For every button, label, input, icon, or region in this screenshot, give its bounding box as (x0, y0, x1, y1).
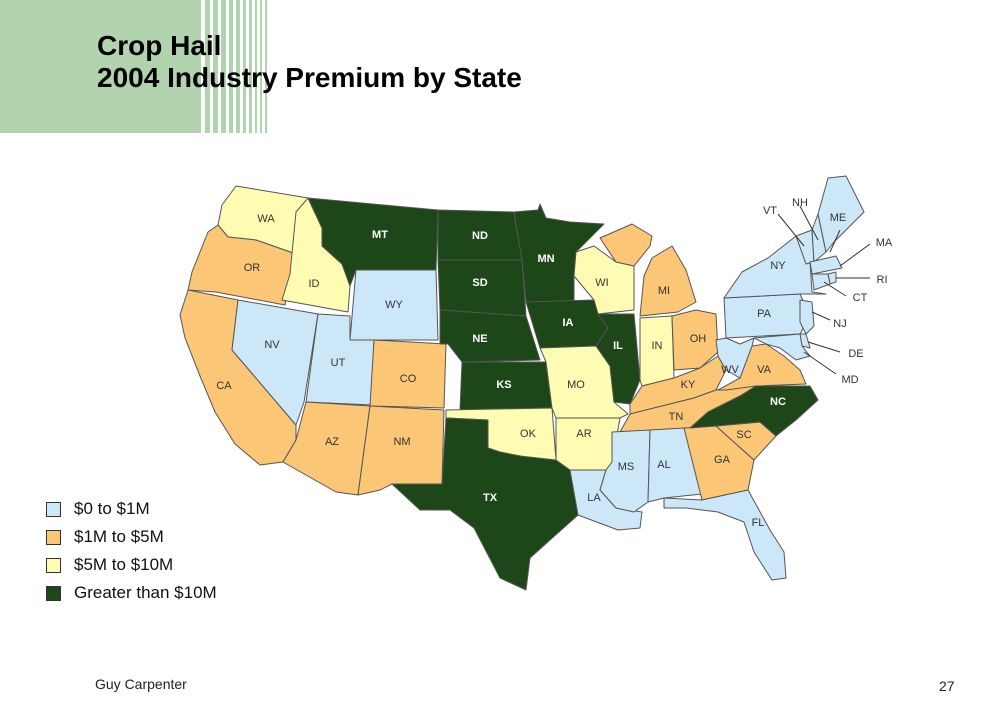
label-MI: MI (658, 285, 670, 297)
label-MS: MS (618, 461, 635, 473)
label-OK: OK (520, 428, 537, 440)
state-WV (715, 337, 755, 379)
label-MA: MA (876, 237, 893, 249)
state-MD (753, 333, 811, 361)
legend-item: $1M to $5M (46, 523, 217, 551)
state-FL (663, 489, 787, 581)
label-NY: NY (770, 260, 786, 272)
legend-item: $0 to $1M (46, 495, 217, 523)
state-NJ (799, 299, 815, 335)
state-MN (513, 203, 605, 303)
label-SD: SD (472, 277, 487, 289)
label-SC: SC (736, 429, 751, 441)
label-MT: MT (372, 229, 388, 241)
label-TX: TX (483, 492, 498, 504)
title-line-2: 2004 Industry Premium by State (97, 62, 522, 93)
label-GA: GA (714, 454, 731, 466)
label-CA: CA (216, 380, 232, 392)
page-title: Crop Hail 2004 Industry Premium by State (97, 30, 522, 94)
label-AZ: AZ (325, 436, 339, 448)
label-VA: VA (757, 364, 772, 376)
label-KY: KY (681, 379, 696, 391)
label-WY: WY (385, 299, 403, 311)
state-CT (811, 273, 831, 291)
label-IA: IA (563, 317, 574, 329)
map-legend: $0 to $1M $1M to $5M $5M to $10M Greater… (46, 495, 217, 607)
label-WA: WA (257, 213, 275, 225)
state-IL (595, 313, 641, 405)
legend-label: Greater than $10M (74, 583, 217, 602)
state-WY (349, 269, 439, 341)
legend-item: $5M to $10M (46, 551, 217, 579)
label-RI: RI (877, 274, 888, 286)
label-LA: LA (587, 492, 601, 504)
label-MD: MD (841, 374, 858, 386)
label-NE: NE (472, 333, 487, 345)
state-MA (809, 255, 843, 275)
legend-label: $0 to $1M (74, 499, 150, 518)
state-MT (307, 197, 439, 287)
callout-lines (777, 205, 871, 375)
label-WV: WV (721, 364, 739, 376)
label-CT: CT (853, 292, 868, 304)
label-KS: KS (496, 379, 511, 391)
label-MO: MO (567, 379, 585, 391)
label-IN: IN (652, 340, 663, 352)
label-ND: ND (472, 230, 488, 242)
legend-swatch-0-1m (46, 501, 61, 517)
title-line-1: Crop Hail (97, 30, 222, 61)
label-OR: OR (244, 262, 261, 274)
state-NE (439, 309, 541, 363)
label-NV: NV (264, 339, 280, 351)
state-CO (369, 339, 447, 409)
legend-label: $5M to $10M (74, 555, 174, 574)
footer-source: Guy Carpenter (95, 676, 187, 692)
label-ID: ID (309, 278, 320, 290)
label-VT: VT (763, 205, 777, 217)
label-WI: WI (595, 277, 608, 289)
state-NM (357, 405, 445, 496)
label-DE: DE (848, 348, 863, 360)
legend-swatch-1m-5m (46, 529, 61, 545)
state-KY (629, 355, 727, 415)
label-UT: UT (331, 357, 346, 369)
label-CO: CO (400, 373, 417, 385)
page-number: 27 (939, 678, 955, 694)
label-AR: AR (576, 428, 591, 440)
state-MI (599, 223, 697, 317)
state-AR (555, 417, 621, 471)
label-MN: MN (537, 253, 554, 265)
label-ME: ME (830, 212, 847, 224)
legend-swatch-5m-10m (46, 557, 61, 573)
label-PA: PA (757, 308, 772, 320)
state-NV (231, 299, 319, 426)
label-NJ: NJ (833, 318, 846, 330)
label-NM: NM (393, 436, 410, 448)
label-TN: TN (669, 411, 684, 423)
legend-item: Greater than $10M (46, 579, 217, 607)
label-NC: NC (770, 396, 786, 408)
label-FL: FL (752, 517, 765, 529)
label-IL: IL (613, 340, 623, 352)
legend-label: $1M to $5M (74, 527, 164, 546)
label-OH: OH (690, 333, 707, 345)
decorative-stripe-block (0, 0, 267, 133)
state-TX (391, 417, 579, 591)
legend-swatch-over-10m (46, 585, 61, 601)
label-AL: AL (657, 459, 670, 471)
label-NH: NH (792, 197, 808, 209)
state-ME (817, 175, 865, 253)
state-NC (689, 385, 819, 437)
